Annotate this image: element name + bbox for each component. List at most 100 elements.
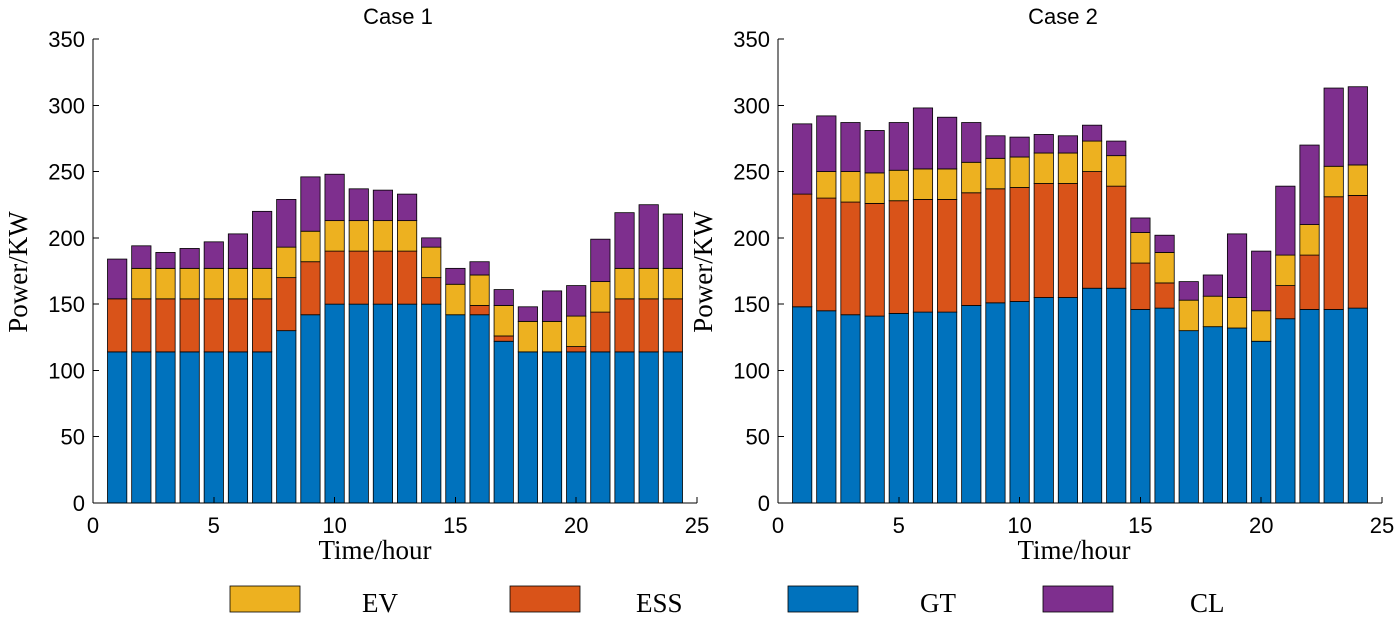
bar-cl-hour-7 xyxy=(252,210,273,269)
bar-ess-hour-21 xyxy=(1275,285,1296,320)
bar-ev-hour-16 xyxy=(1154,252,1175,284)
legend-label-ess: ESS xyxy=(636,588,683,618)
bar-gt-hour-5 xyxy=(888,313,909,504)
bar-ess-hour-20 xyxy=(566,346,587,353)
bar-gt-hour-24 xyxy=(662,351,683,504)
chart-title: Case 1 xyxy=(363,4,433,29)
bar-ess-hour-1 xyxy=(107,298,128,353)
x-tick-label: 10 xyxy=(322,513,346,538)
bar-ev-hour-23 xyxy=(638,267,659,300)
bar-gt-hour-13 xyxy=(1082,287,1103,504)
bar-gt-hour-24 xyxy=(1347,307,1368,504)
bar-ess-hour-22 xyxy=(1299,254,1320,310)
bar-ev-hour-19 xyxy=(541,320,563,353)
y-tick-label: 300 xyxy=(48,93,85,118)
bar-gt-hour-12 xyxy=(372,303,393,504)
x-tick-label: 25 xyxy=(1370,513,1394,538)
bar-cl-hour-20 xyxy=(1251,250,1272,312)
bar-gt-hour-16 xyxy=(1154,307,1175,504)
bar-cl-hour-3 xyxy=(840,122,861,172)
bar-cl-hour-9 xyxy=(985,135,1006,159)
bar-cl-hour-10 xyxy=(1009,136,1030,158)
bar-cl-hour-16 xyxy=(469,261,490,276)
bar-cl-hour-22 xyxy=(614,212,635,269)
bar-ess-hour-3 xyxy=(155,298,176,353)
bar-ess-hour-9 xyxy=(300,261,321,316)
bar-cl-hour-23 xyxy=(638,204,659,269)
bar-cl-hour-13 xyxy=(397,193,418,222)
bar-ess-hour-5 xyxy=(888,200,909,314)
bar-cl-hour-16 xyxy=(1154,234,1175,253)
y-axis-label: Power/KW xyxy=(688,211,718,333)
bar-gt-hour-19 xyxy=(541,351,563,504)
bar-gt-hour-18 xyxy=(1202,326,1223,504)
bar-gt-hour-8 xyxy=(961,305,982,504)
bar-cl-hour-9 xyxy=(300,176,321,232)
bar-ev-hour-15 xyxy=(445,283,466,316)
bar-ev-hour-13 xyxy=(1082,140,1103,172)
bar-ess-hour-13 xyxy=(1082,171,1103,289)
bar-cl-hour-24 xyxy=(662,213,683,269)
x-tick-label: 10 xyxy=(1007,513,1031,538)
x-tick-label: 15 xyxy=(1128,513,1152,538)
bar-cl-hour-14 xyxy=(1106,140,1127,157)
bar-ev-hour-9 xyxy=(300,230,321,263)
bar-ev-hour-13 xyxy=(397,220,418,252)
y-tick-label: 0 xyxy=(758,491,770,516)
x-tick-label: 20 xyxy=(1249,513,1273,538)
x-tick-label: 0 xyxy=(772,513,784,538)
bar-ev-hour-4 xyxy=(864,172,885,204)
bar-ev-hour-18 xyxy=(517,320,538,353)
bar-ev-hour-17 xyxy=(1178,299,1199,332)
bar-cl-hour-15 xyxy=(445,267,466,285)
bar-cl-hour-18 xyxy=(1202,274,1223,297)
x-tick-label: 5 xyxy=(893,513,905,538)
bar-gt-hour-21 xyxy=(1275,318,1296,504)
bar-ess-hour-24 xyxy=(1347,195,1368,309)
chart-case-2: Case 2 Power/KW Time/hour 05010015020025… xyxy=(688,4,1394,565)
bar-cl-hour-12 xyxy=(372,189,393,222)
bar-gt-hour-21 xyxy=(590,351,611,504)
bar-ess-hour-23 xyxy=(638,298,659,353)
ticks-group: 0 50 100 150 200 250 300 350 0 5 10 15 20 25 xyxy=(48,27,709,538)
bar-ess-hour-21 xyxy=(590,311,611,353)
bar-ess-hour-16 xyxy=(469,305,490,316)
bar-cl-hour-2 xyxy=(131,245,152,269)
legend-swatch-cl xyxy=(1042,585,1114,613)
bar-ev-hour-24 xyxy=(662,267,683,300)
bar-gt-hour-4 xyxy=(179,351,200,504)
bar-ess-hour-3 xyxy=(840,201,861,316)
bar-ev-hour-5 xyxy=(203,267,224,300)
bar-ess-hour-4 xyxy=(864,202,885,317)
bar-ess-hour-2 xyxy=(816,197,837,312)
bar-ev-hour-2 xyxy=(816,171,837,199)
bar-cl-hour-23 xyxy=(1323,87,1344,167)
bar-ess-hour-11 xyxy=(348,250,369,305)
bar-ev-hour-7 xyxy=(252,267,273,300)
bar-gt-hour-11 xyxy=(1033,297,1054,504)
bar-cl-hour-17 xyxy=(493,289,514,306)
bar-ev-hour-12 xyxy=(372,220,393,252)
x-tick-label: 5 xyxy=(208,513,220,538)
bar-cl-hour-6 xyxy=(227,233,249,269)
bar-cl-hour-15 xyxy=(1130,217,1151,233)
bar-gt-hour-5 xyxy=(203,351,224,504)
bar-ev-hour-10 xyxy=(1009,156,1030,188)
bar-gt-hour-20 xyxy=(566,351,587,504)
bar-ev-hour-17 xyxy=(493,305,514,337)
bar-cl-hour-4 xyxy=(864,130,885,174)
bar-ev-hour-14 xyxy=(421,246,442,279)
x-axis-label: Time/hour xyxy=(1017,535,1130,565)
y-tick-label: 350 xyxy=(733,27,770,52)
bar-gt-hour-7 xyxy=(252,351,273,504)
bar-ess-hour-17 xyxy=(493,335,514,342)
bar-gt-hour-11 xyxy=(348,303,369,504)
bar-ess-hour-11 xyxy=(1033,183,1054,298)
bar-ev-hour-10 xyxy=(324,220,345,252)
bar-ess-hour-15 xyxy=(1130,262,1151,310)
bar-gt-hour-13 xyxy=(397,303,418,504)
bar-gt-hour-10 xyxy=(324,303,345,504)
bar-ev-hour-14 xyxy=(1106,155,1127,187)
bar-ev-hour-20 xyxy=(1251,310,1272,342)
